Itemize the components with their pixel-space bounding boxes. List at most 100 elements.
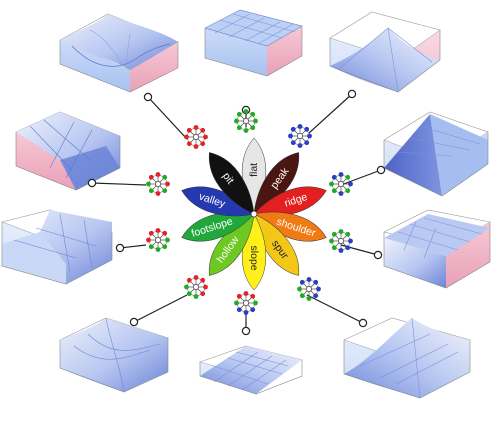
rosette-node — [345, 231, 351, 237]
rosette-node — [290, 140, 296, 146]
rosette-node — [203, 284, 208, 290]
rosette-node — [234, 300, 239, 306]
rosette-node — [329, 238, 334, 244]
rosette-center — [243, 300, 249, 306]
connector-endpoint — [129, 317, 139, 327]
rosette-node — [148, 174, 154, 180]
node-rosette — [184, 275, 208, 299]
terrain-peak — [329, 11, 441, 93]
rosette-node — [345, 188, 351, 194]
terrain-hollow — [59, 317, 169, 393]
rosette-node — [299, 279, 305, 285]
node-rosette — [234, 109, 258, 133]
rosette-node — [200, 291, 206, 297]
rosette-node — [193, 294, 199, 299]
rosette-node — [331, 174, 337, 180]
rosette-node — [165, 181, 170, 187]
rosette-center — [193, 134, 199, 140]
rosette-node — [253, 118, 258, 124]
connector-endpoint — [347, 89, 357, 99]
rosette-node — [250, 111, 256, 117]
connector-endpoint — [373, 250, 383, 260]
rosette-node — [162, 244, 168, 250]
node-rosette — [288, 124, 312, 148]
connector-endpoint — [358, 318, 368, 328]
connector-endpoint — [87, 178, 97, 188]
rosette-node — [250, 293, 256, 299]
rosette-node — [193, 144, 199, 149]
connector-line — [147, 96, 187, 139]
terrain-footslope — [0, 209, 113, 285]
petal-label: flat — [248, 163, 260, 177]
rosette-node — [348, 181, 353, 187]
connector-line — [133, 294, 188, 323]
rosette-node — [193, 125, 199, 130]
rosette-node — [306, 296, 312, 301]
rosette-node — [345, 174, 351, 180]
rosette-node — [306, 277, 312, 282]
rosette-node — [290, 126, 296, 132]
rosette-node — [331, 231, 337, 237]
connector-line — [119, 244, 147, 249]
node-rosette — [184, 125, 208, 149]
rosette-node — [313, 279, 319, 285]
rosette-node — [162, 174, 168, 180]
rosette-node — [234, 118, 239, 124]
petal-spur: spur — [253, 213, 299, 276]
node-rosette — [146, 228, 170, 252]
terrain-ridge — [383, 111, 489, 197]
rosette-node — [236, 111, 242, 117]
rosette-node — [148, 188, 154, 194]
rosette-node — [186, 291, 192, 297]
terrain-spur — [343, 317, 471, 399]
connector-endpoint — [143, 92, 153, 102]
rosette-node — [243, 128, 249, 133]
connector-line — [91, 182, 147, 186]
rosette-node — [304, 126, 310, 132]
rosette-center — [155, 237, 161, 243]
rosette-center — [193, 284, 199, 290]
connector-line — [340, 169, 382, 186]
rosette-node — [165, 237, 170, 243]
rosette-node — [313, 293, 319, 299]
rosette-node — [162, 230, 168, 236]
rosette-center — [155, 181, 161, 187]
rosette-center — [338, 181, 344, 187]
rosette-node — [331, 245, 337, 251]
rosette-node — [148, 244, 154, 250]
rosette-node — [243, 109, 249, 114]
rosette-node — [297, 143, 303, 148]
rosette-node — [146, 181, 151, 187]
rosette-node — [331, 188, 337, 194]
rosette-node — [338, 229, 344, 234]
rosette-node — [236, 293, 242, 299]
node-rosette — [146, 172, 170, 196]
rosette-node — [338, 191, 344, 196]
rosette-node — [162, 188, 168, 194]
rosette-node — [155, 247, 161, 252]
rosette-node — [297, 286, 302, 292]
rosette-node — [193, 275, 199, 280]
landform-petal-wheel: flat peakridgeshoulderspurslopehollowfoot… — [181, 137, 327, 291]
rosette-node — [200, 127, 206, 133]
rosette-node — [184, 134, 189, 140]
rosette-node — [329, 181, 334, 187]
rosette-node — [155, 191, 161, 196]
rosette-node — [288, 133, 293, 139]
rosette-node — [250, 125, 256, 131]
rosette-node — [253, 300, 258, 306]
rosette-node — [200, 141, 206, 147]
rosette-center — [338, 238, 344, 244]
rosette-center — [243, 118, 249, 124]
petal-label: slope — [248, 246, 260, 271]
rosette-node — [299, 293, 305, 299]
rosette-node — [186, 277, 192, 283]
terrain-flat — [204, 9, 303, 77]
rosette-node — [184, 284, 189, 290]
terrain-pit — [59, 13, 179, 93]
terrain-shoulder — [383, 209, 491, 289]
rosette-node — [338, 248, 344, 253]
terrain-valley — [15, 111, 121, 191]
